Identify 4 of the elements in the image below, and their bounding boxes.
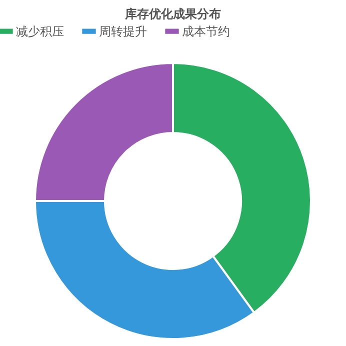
chart-title: 库存优化成果分布 [124, 7, 221, 21]
legend-label: 减少积压 [16, 24, 64, 38]
legend-label: 成本节约 [182, 24, 230, 38]
legend-label: 周转提升 [99, 24, 147, 38]
